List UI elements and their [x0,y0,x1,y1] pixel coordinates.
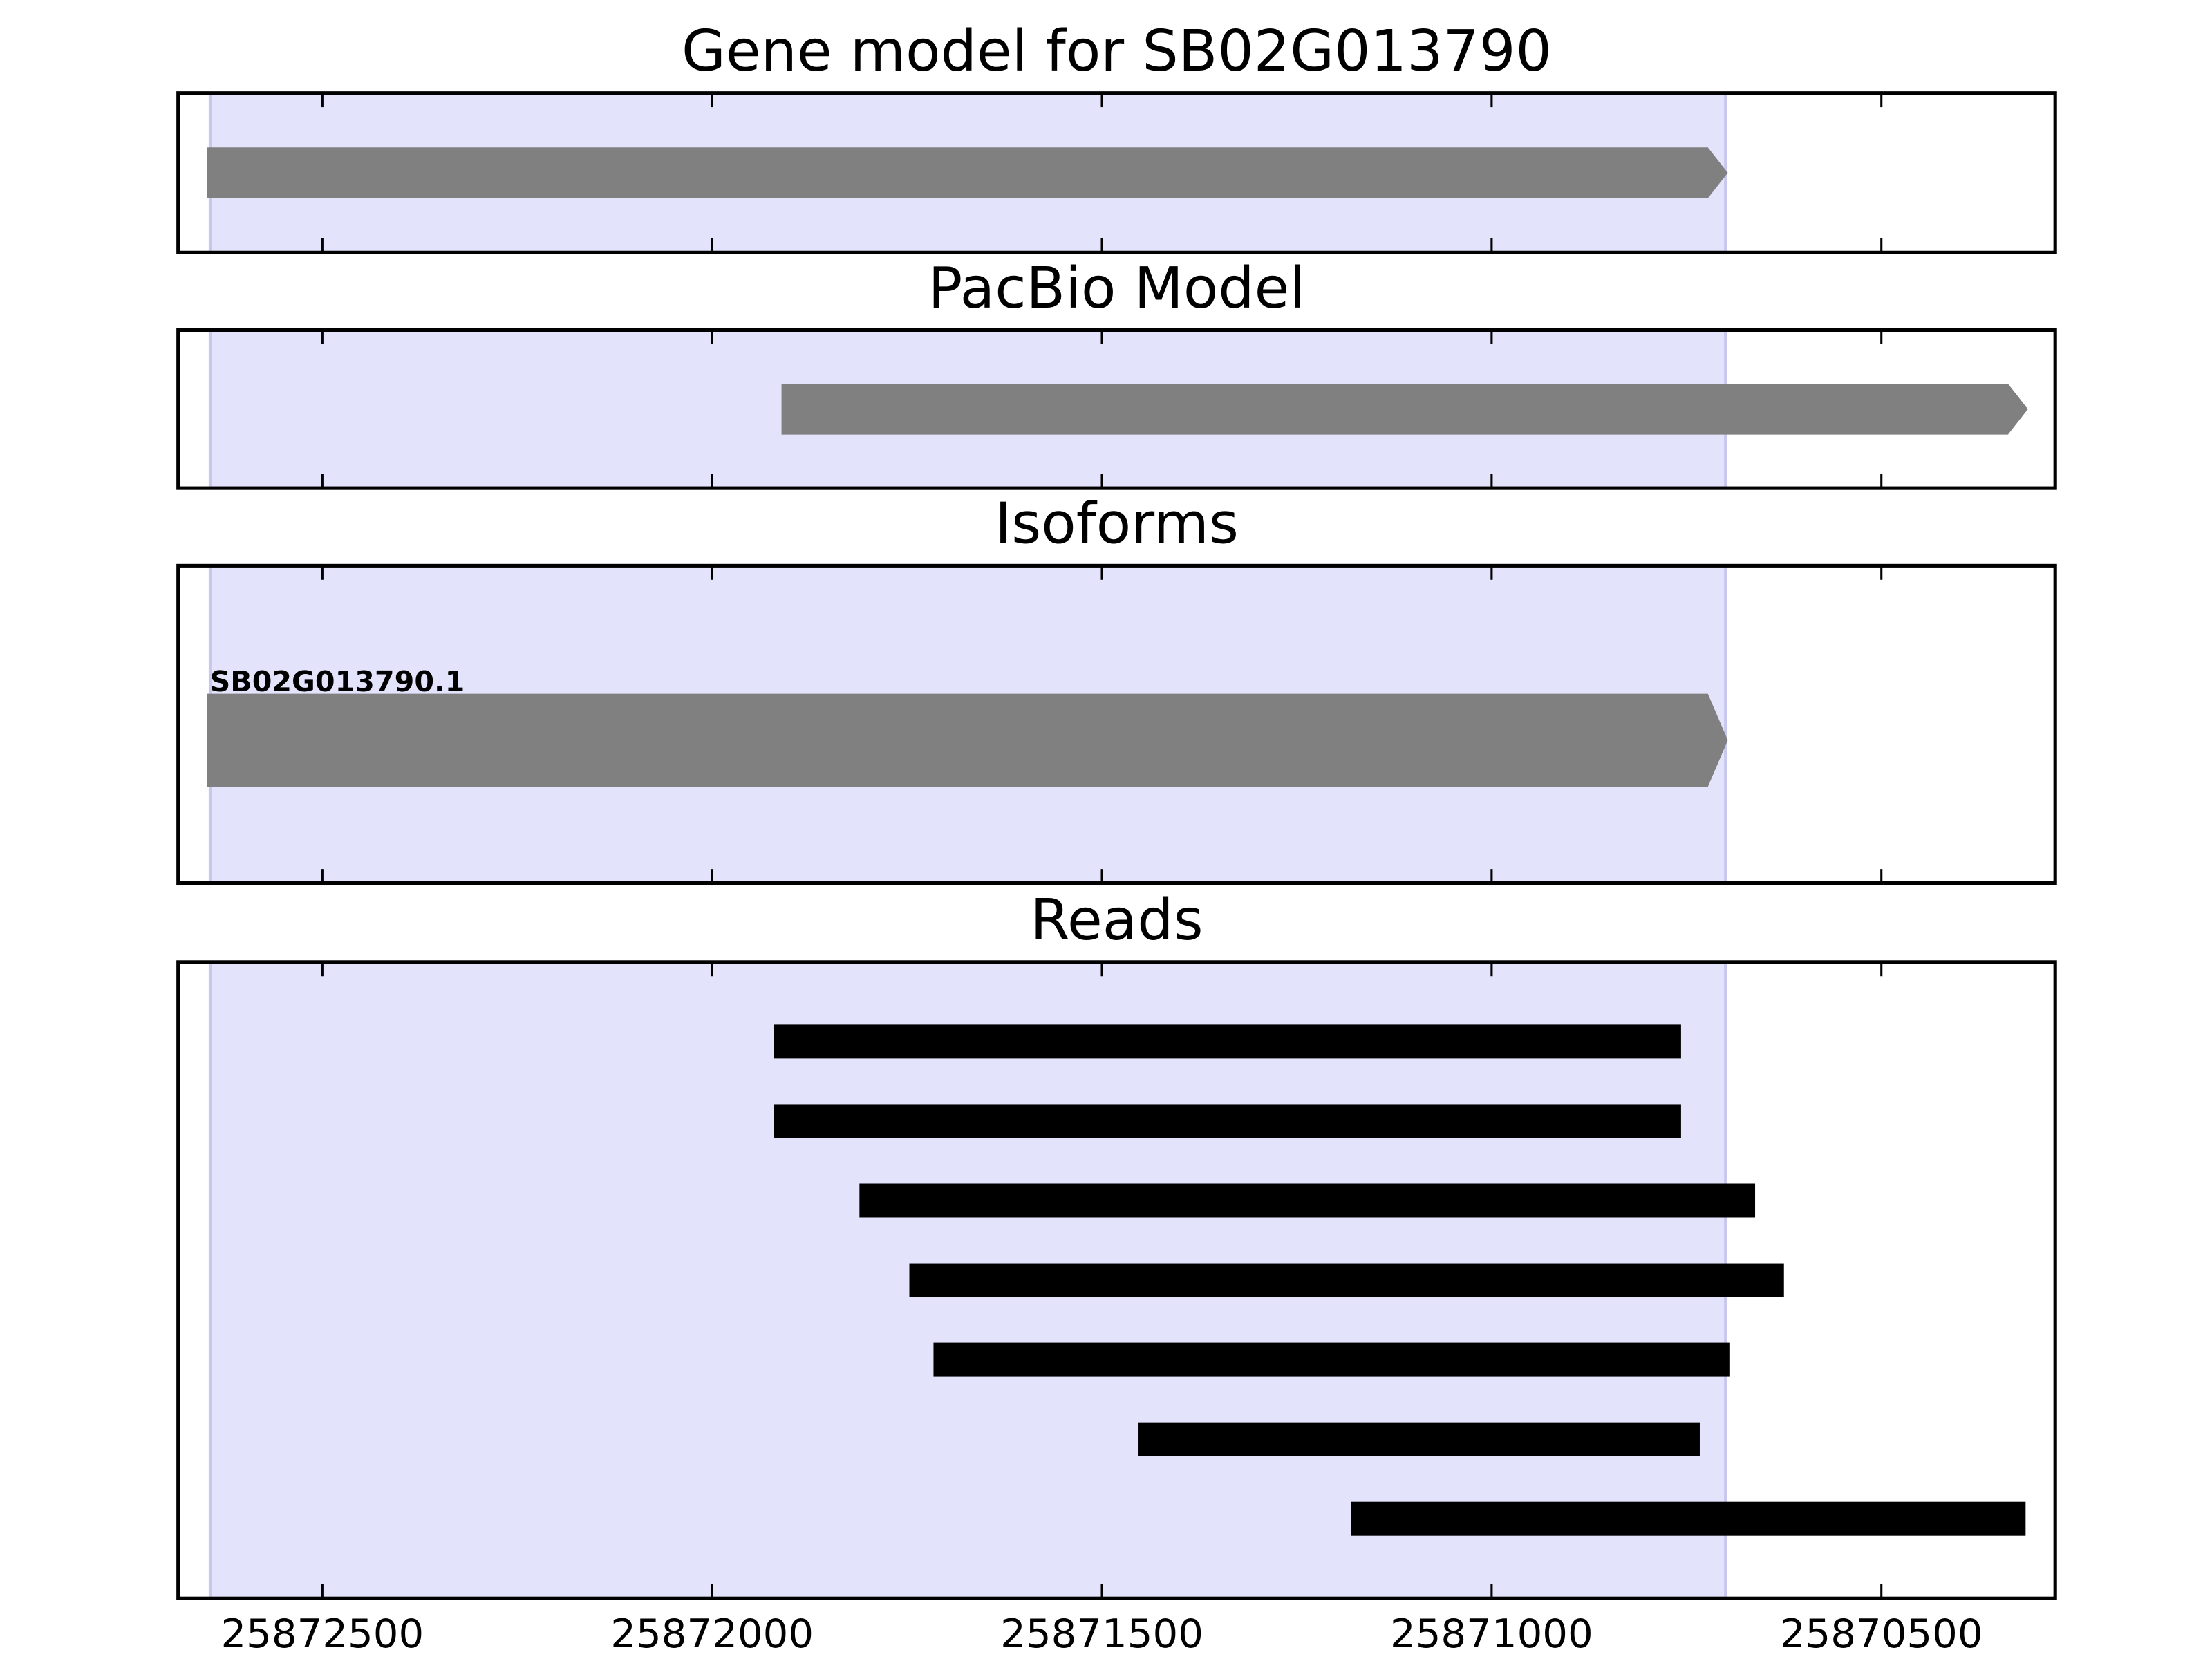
panel-frame [176,91,2057,254]
read-bar [774,1104,1681,1138]
panel-title: PacBio Model [928,256,1306,321]
feature-label: SB02G013790.1 [210,665,465,698]
x-tick-label: 25872500 [221,1611,424,1657]
read-bar [1351,1501,2026,1536]
panel-frame [176,960,2057,1600]
feature-arrow [207,693,1728,787]
x-tick-label: 25871500 [1000,1611,1203,1657]
panel-title: Isoforms [995,491,1239,557]
x-tick-label: 25870500 [1780,1611,1983,1657]
feature-arrow [781,384,2028,435]
panel-frame [176,328,2057,490]
x-tick-label: 25872000 [610,1611,814,1657]
read-bar [909,1263,1784,1297]
read-bar [774,1024,1681,1059]
panel-title: Gene model for SB02G013790 [682,19,1552,84]
x-tick-label: 25871000 [1390,1611,1593,1657]
read-bar [859,1183,1756,1218]
feature-arrow [207,147,1728,198]
read-bar [1138,1422,1700,1456]
panel-frame [176,563,2057,885]
read-bar [933,1342,1730,1377]
panel-title: Reads [1030,888,1203,953]
